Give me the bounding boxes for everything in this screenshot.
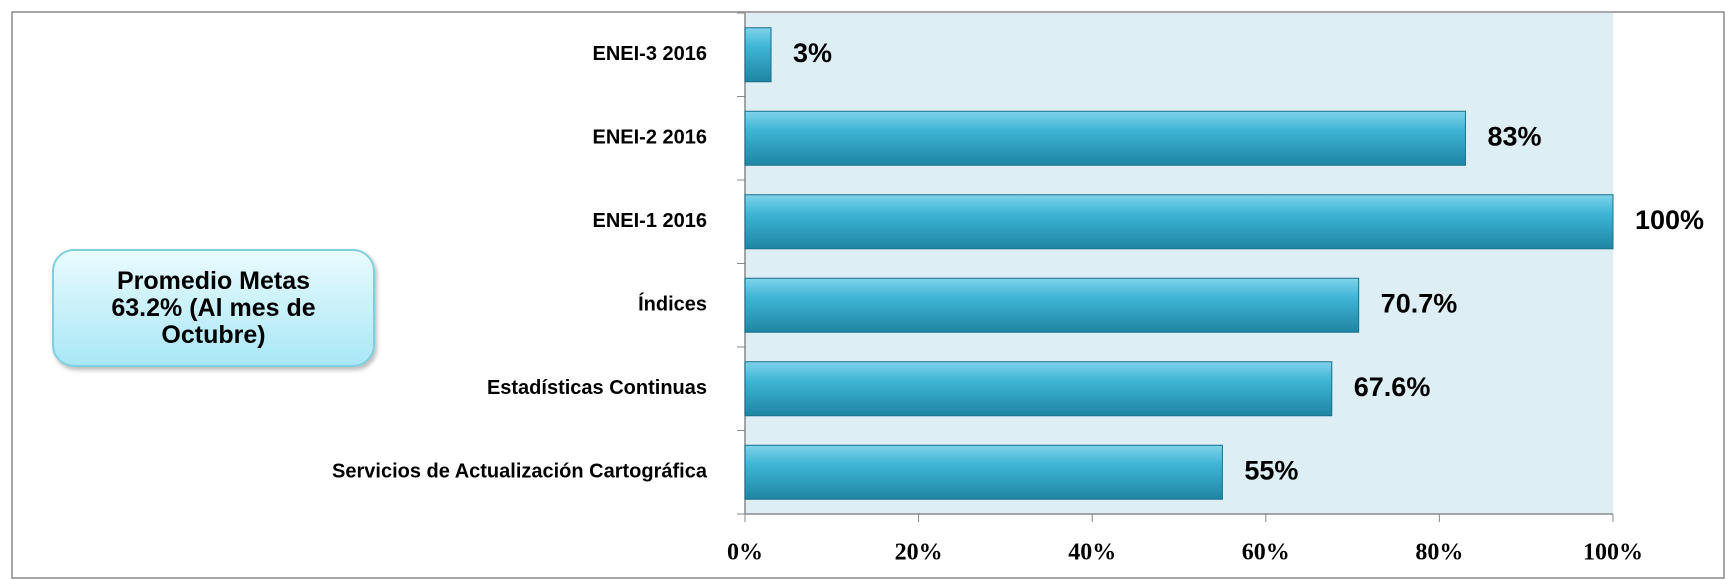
x-tick-label: 60% (1242, 540, 1290, 566)
x-tick-label: 0% (727, 540, 763, 566)
bar (744, 361, 1333, 417)
category-label: Índices (638, 293, 707, 316)
annotation: Promedio Metas 63.2% (Al mes de Octubre) (52, 249, 375, 367)
x-tick-label: 100% (1583, 540, 1643, 566)
value-label: 70.7% (1381, 288, 1458, 318)
bar (744, 194, 1614, 250)
x-tick-label: 40% (1068, 540, 1116, 566)
value-label: 55% (1244, 455, 1298, 485)
bar (744, 110, 1466, 166)
bar (744, 277, 1360, 333)
x-tick-label: 20% (895, 540, 943, 566)
bar (744, 444, 1223, 500)
value-label: 100% (1635, 205, 1704, 235)
value-label: 83% (1487, 121, 1541, 151)
category-label: Estadísticas Continuas (487, 377, 707, 399)
category-label: ENEI-2 2016 (592, 127, 707, 149)
category-label: Servicios de Actualización Cartográfica (332, 461, 708, 483)
category-label: ENEI-3 2016 (592, 43, 707, 65)
plot-area (745, 13, 1613, 514)
x-tick-label: 80% (1415, 540, 1463, 566)
category-label: ENEI-1 2016 (592, 210, 707, 232)
bar (744, 27, 772, 83)
frame (11, 11, 1725, 579)
value-label: 67.6% (1354, 372, 1431, 402)
value-label: 3% (793, 38, 832, 68)
